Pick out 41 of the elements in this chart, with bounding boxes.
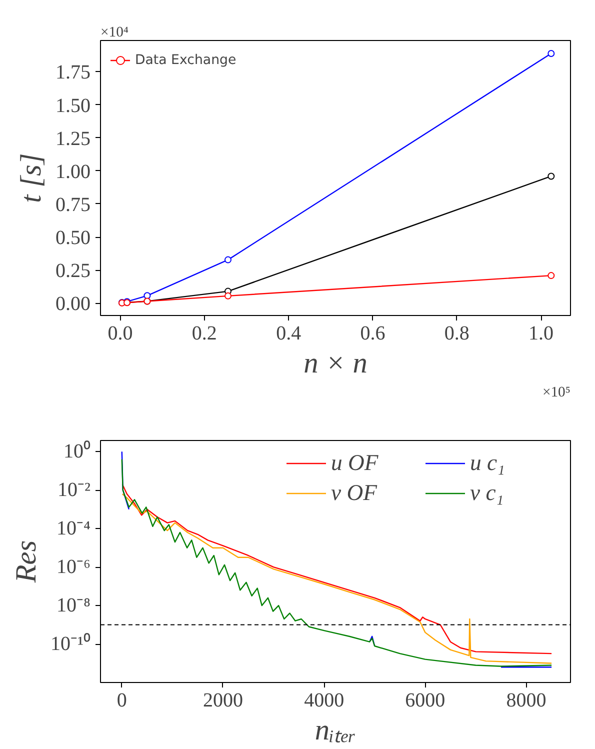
y-tick-label: 0.25 bbox=[56, 260, 90, 282]
x-tick-label: 2000 bbox=[202, 690, 243, 712]
y-tick-label: 10⁻² bbox=[58, 479, 91, 502]
y-tick-label: 1.00 bbox=[56, 160, 90, 183]
y-tick-label: 0.75 bbox=[56, 194, 90, 216]
text: ×10⁵ bbox=[542, 384, 571, 400]
point bbox=[548, 272, 555, 280]
y-tick-label: 1.50 bbox=[56, 94, 90, 117]
x-tick-label: 4000 bbox=[304, 690, 344, 712]
x-tick-label: 8000 bbox=[506, 690, 546, 712]
y-tick-label: 10⁻¹⁰ bbox=[50, 632, 91, 656]
y-tick-label: 0.00 bbox=[56, 293, 90, 316]
x-axis-title: n × n bbox=[304, 348, 368, 380]
legend-label: v c₁ bbox=[470, 480, 505, 506]
y-tick-label: 1.25 bbox=[56, 128, 90, 150]
x-tick-label: 1.0 bbox=[528, 322, 554, 344]
x-tick-label: 0.0 bbox=[108, 322, 133, 344]
y-axis-title: t [s] bbox=[16, 153, 48, 203]
point bbox=[548, 50, 555, 57]
x-tick-label: 0.4 bbox=[276, 322, 302, 344]
legend-label: v OF bbox=[331, 480, 378, 506]
point bbox=[224, 256, 232, 264]
y-tick-label: 10⁰ bbox=[64, 440, 90, 463]
x-tick-label: 0.2 bbox=[192, 322, 217, 344]
y-tick-label: 10⁻⁶ bbox=[56, 556, 91, 578]
legend-label: u OF bbox=[331, 450, 380, 476]
legend-label: u c₁ bbox=[470, 450, 506, 476]
x-tick-label: 0.6 bbox=[360, 322, 386, 344]
y-tick-label: 10⁻⁸ bbox=[56, 594, 91, 617]
x-axis-title: nᵢₜₑᵣ bbox=[314, 714, 356, 746]
y-tick-label: 10⁻⁴ bbox=[56, 518, 91, 540]
point bbox=[224, 292, 232, 300]
x-tick-label: 6000 bbox=[405, 690, 446, 712]
x-tick-label: 0.8 bbox=[444, 322, 470, 344]
x-tick-label: 0 bbox=[116, 690, 127, 712]
y-tick-label: 0.50 bbox=[56, 227, 90, 250]
y-tick-label: 1.75 bbox=[56, 62, 90, 84]
annotation: ×10⁴ bbox=[100, 24, 129, 40]
y-axis-title: Res bbox=[10, 540, 43, 584]
legend-label: Data Exchange bbox=[135, 52, 236, 68]
point bbox=[548, 172, 555, 180]
